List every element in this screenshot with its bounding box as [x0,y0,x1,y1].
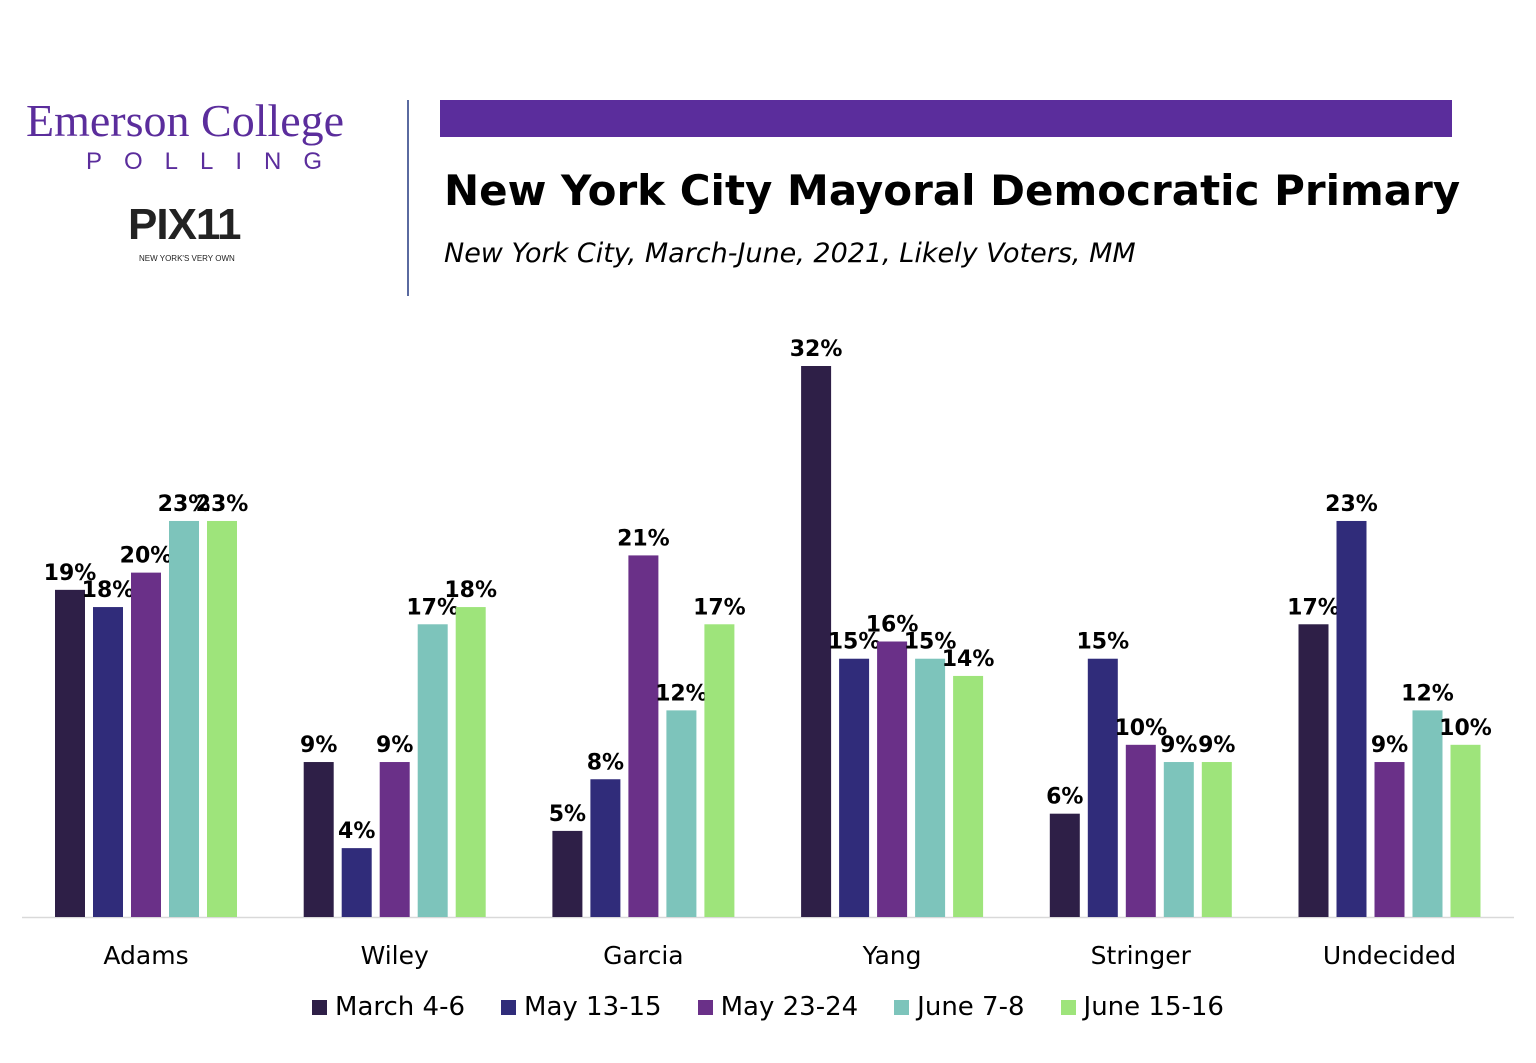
data-label: 4% [338,819,375,844]
bar [628,555,659,917]
legend-label: May 23-24 [720,992,859,1022]
legend-item: May 13-15 [501,992,662,1022]
data-label: 5% [549,802,586,827]
data-label: 12% [1401,681,1454,706]
data-label: 9% [376,733,413,758]
bar [379,762,410,917]
data-label: 23% [158,492,211,517]
data-label: 10% [1439,716,1492,741]
bar [839,658,870,917]
legend-label: June 15-16 [1083,992,1224,1022]
bar [1049,813,1080,917]
bar [666,710,697,917]
legend-item: May 23-24 [697,992,859,1022]
data-label: 23% [1325,492,1378,517]
data-label: 21% [617,526,670,551]
data-label: 8% [587,750,624,775]
data-label: 23% [196,492,249,517]
bar [303,762,334,917]
legend-label: May 13-15 [524,992,662,1022]
legend-swatch [697,999,713,1015]
bar [1412,710,1443,917]
data-label: 15% [1076,630,1129,655]
category-label: Wiley [361,941,429,970]
data-label: 14% [942,647,995,672]
category-label: Adams [103,941,188,970]
bar [1163,762,1194,917]
bar [93,607,123,917]
title-accent-bar [440,100,1452,137]
data-label: 9% [1198,733,1235,758]
legend-item: June 15-16 [1060,992,1224,1022]
bar [953,675,984,917]
bar [915,658,946,917]
bar [55,589,85,917]
data-label: 12% [655,681,708,706]
bar [1450,744,1481,917]
legend-label: June 7-8 [917,992,1025,1022]
category-label: Yang [862,941,922,970]
pix11-logo: PIX11 [128,200,241,249]
data-label: 9% [1160,733,1197,758]
data-label: 6% [1046,785,1083,810]
bar [1374,762,1405,917]
bar [590,779,621,917]
bar [455,607,486,917]
legend-swatch [501,999,517,1015]
data-label: 9% [1371,733,1408,758]
legend-swatch [312,999,328,1015]
legend-label: March 4-6 [335,992,466,1022]
divider [407,100,409,296]
bar [1087,658,1118,917]
legend: March 4-6 May 13-15 May 23-24 June 7-8 June … [0,992,1536,1022]
pix11-tagline: NEW YORK'S VERY OWN [139,254,235,263]
bar [704,624,735,917]
data-label: 15% [904,630,957,655]
data-label: 18% [82,578,135,603]
category-label: Stringer [1091,941,1192,970]
category-label: Undecided [1323,941,1456,970]
category-label: Garcia [603,941,683,970]
data-label: 16% [866,613,919,638]
legend-item: March 4-6 [312,992,465,1022]
bar [1336,520,1367,917]
data-label: 19% [44,561,97,586]
data-label: 17% [406,595,459,620]
bar [1125,744,1156,917]
bar [207,520,237,917]
data-label: 17% [693,595,746,620]
legend-swatch [1060,999,1076,1015]
bar [801,366,832,917]
polling-logo-text: POLLING [86,148,345,175]
bar [341,848,372,917]
bar [169,520,199,917]
data-label: 18% [444,578,497,603]
bar [1298,624,1329,917]
data-label: 10% [1114,716,1167,741]
data-label: 20% [120,544,173,569]
emerson-logo-text: Emerson College [26,95,345,146]
chart-subtitle: New York City, March-June, 2021, Likely … [444,238,1136,269]
legend-swatch [894,999,910,1015]
legend-item: June 7-8 [894,992,1025,1022]
data-label: 17% [1287,595,1340,620]
bar [552,830,583,917]
bar [131,572,161,917]
bar [417,624,448,917]
bar [877,641,908,917]
chart-title: New York City Mayoral Democratic Primary [444,166,1461,215]
data-label: 32% [790,337,843,362]
data-label: 15% [828,630,881,655]
bar [1201,762,1232,917]
data-label: 9% [300,733,337,758]
